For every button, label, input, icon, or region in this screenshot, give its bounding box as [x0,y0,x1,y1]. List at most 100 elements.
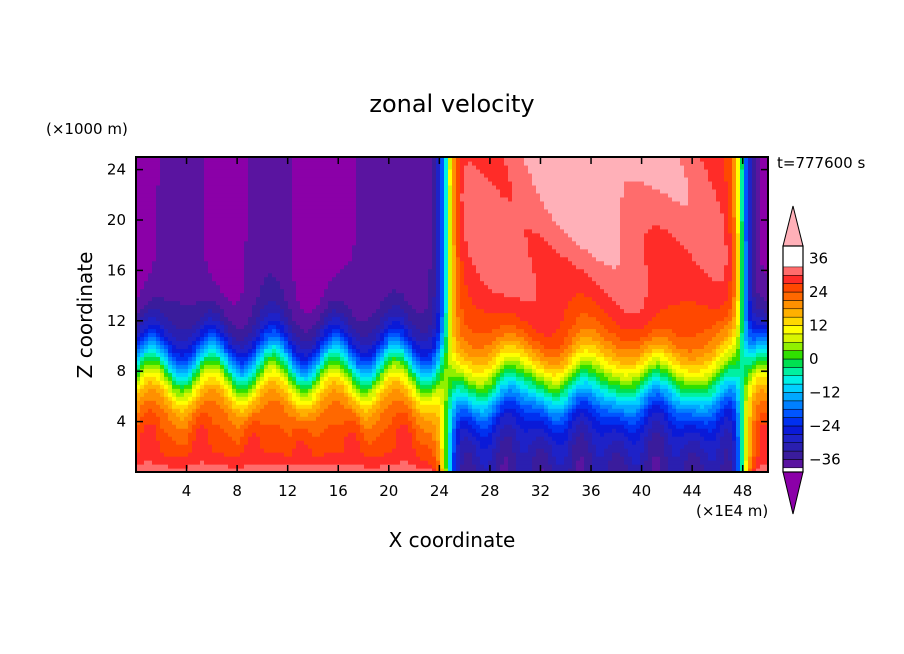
field-cell [208,232,213,238]
field-cell [196,212,201,218]
field-cell [264,448,269,453]
field-cell [324,300,329,306]
field-cell [240,452,245,457]
field-cell [340,180,345,186]
field-cell [220,188,225,194]
field-cell [156,444,161,449]
field-cell [380,184,385,190]
field-cell [152,268,157,274]
field-cell [292,272,297,278]
field-cell [200,236,205,242]
field-cell [368,188,373,194]
field-cell [244,396,249,401]
field-cell [156,304,161,310]
field-cell [300,312,305,318]
field-cell [328,228,333,234]
field-cell [180,292,185,298]
field-cell [264,200,269,206]
field-cell [156,364,161,369]
field-cell [136,168,141,174]
field-cell [352,268,357,274]
field-cell [368,344,373,349]
field-cell [140,376,145,381]
field-cell [280,220,285,226]
field-cell [364,268,369,274]
field-cell [308,216,313,222]
field-cell [220,216,225,222]
field-cell [244,204,249,210]
field-cell [288,316,293,322]
field-cell [144,316,149,322]
field-cell [152,432,157,437]
field-cell [216,296,221,302]
field-cell [376,196,381,202]
field-cell [268,220,273,226]
field-cell [196,172,201,178]
field-cell [172,232,177,238]
field-cell [140,320,145,326]
field-cell [268,212,273,218]
field-cell [304,288,309,294]
field-cell [312,348,317,353]
field-cell [172,440,177,445]
field-cell [200,176,205,182]
field-cell [328,344,333,349]
field-cell [248,372,253,377]
field-cell [384,172,389,178]
field-cell [260,288,265,294]
field-cell [308,228,313,234]
field-cell [304,368,309,373]
field-cell [380,300,385,306]
field-cell [200,340,205,346]
field-cell [372,188,377,194]
field-cell [220,344,225,349]
field-cell [268,328,273,334]
field-cell [208,288,213,294]
field-cell [172,157,177,162]
field-cell [344,352,349,357]
field-cell [156,356,161,361]
field-cell [164,464,169,469]
field-cell [340,200,345,206]
field-cell [368,396,373,401]
field-cell [292,340,297,346]
field-cell [356,264,361,270]
field-cell [268,168,273,174]
field-cell [232,364,237,369]
field-cell [340,396,345,401]
field-cell [196,256,201,262]
field-cell [360,464,365,469]
field-cell [200,160,205,166]
field-cell [272,272,277,278]
field-cell [312,388,317,393]
field-cell [168,456,173,461]
field-cell [288,456,293,461]
field-cell [144,280,149,286]
field-cell [140,157,145,162]
field-cell [280,376,285,381]
field-cell [220,268,225,274]
field-cell [308,188,313,194]
field-cell [268,236,273,242]
field-cell [308,312,313,318]
field-cell [176,388,181,393]
field-cell [244,316,249,322]
field-cell [256,168,261,174]
field-cell [372,324,377,330]
field-cell [212,452,217,457]
field-cell [168,376,173,381]
field-cell [316,360,321,365]
field-cell [136,424,141,429]
field-cell [304,220,309,226]
field-cell [324,364,329,369]
field-cell [140,288,145,294]
field-cell [328,324,333,330]
field-cell [164,372,169,377]
field-cell [288,176,293,182]
field-cell [256,296,261,302]
field-cell [348,416,353,421]
field-cell [136,196,141,202]
field-cell [268,160,273,166]
field-cell [136,216,141,222]
field-cell [336,296,341,302]
